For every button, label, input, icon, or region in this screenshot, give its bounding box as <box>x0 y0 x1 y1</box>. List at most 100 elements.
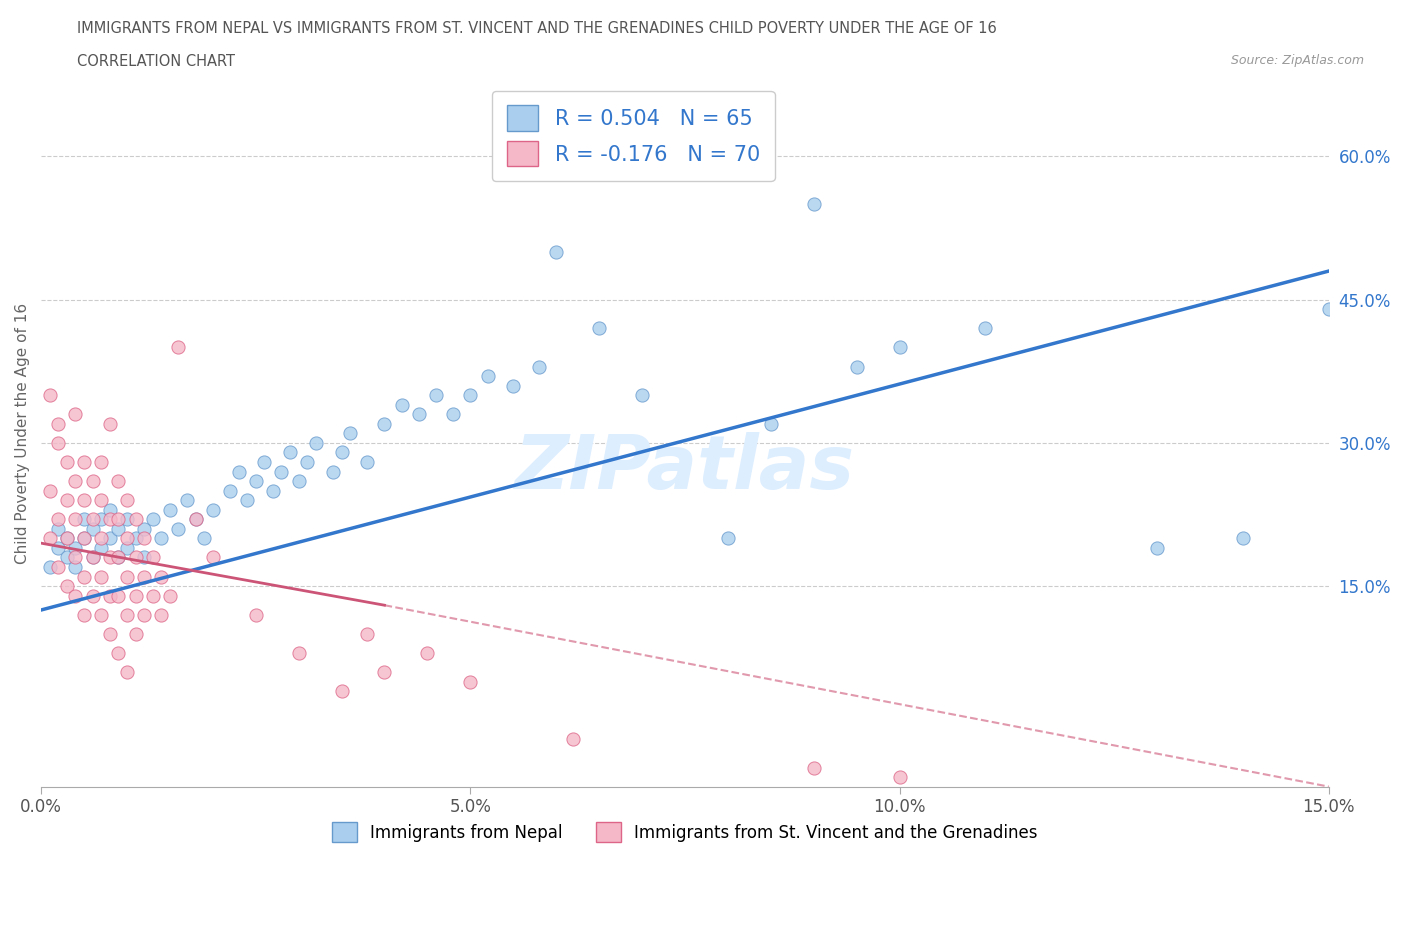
Point <box>159 502 181 517</box>
Point <box>134 550 156 565</box>
Text: IMMIGRANTS FROM NEPAL VS IMMIGRANTS FROM ST. VINCENT AND THE GRENADINES CHILD PO: IMMIGRANTS FROM NEPAL VS IMMIGRANTS FROM… <box>77 21 997 36</box>
Point <box>56 455 79 470</box>
Point <box>287 473 309 488</box>
Point <box>46 512 69 526</box>
Point <box>65 589 87 604</box>
Point <box>115 569 138 584</box>
Point <box>124 627 146 642</box>
Point <box>46 435 69 450</box>
Point <box>90 512 112 526</box>
Point <box>115 607 138 622</box>
Point <box>98 627 121 642</box>
Point <box>98 417 121 432</box>
Point <box>65 540 87 555</box>
Point <box>278 445 301 460</box>
Point <box>270 464 292 479</box>
Point <box>562 732 585 747</box>
Point <box>134 607 156 622</box>
Point <box>134 531 156 546</box>
Point <box>73 607 96 622</box>
Text: CORRELATION CHART: CORRELATION CHART <box>77 54 235 69</box>
Text: ZIPatlas: ZIPatlas <box>515 432 855 505</box>
Point <box>142 589 165 604</box>
Point <box>416 645 439 660</box>
Point <box>803 760 825 775</box>
Point <box>305 435 328 450</box>
Point <box>184 512 207 526</box>
Point <box>115 493 138 508</box>
Y-axis label: Child Poverty Under the Age of 16: Child Poverty Under the Age of 16 <box>15 303 30 564</box>
Point <box>193 531 215 546</box>
Point <box>391 397 413 412</box>
Point <box>124 512 146 526</box>
Point <box>65 560 87 575</box>
Point <box>373 417 395 432</box>
Point <box>167 340 190 355</box>
Point <box>46 540 69 555</box>
Legend: Immigrants from Nepal, Immigrants from St. Vincent and the Grenadines: Immigrants from Nepal, Immigrants from S… <box>325 816 1045 849</box>
Point <box>322 464 344 479</box>
Point <box>73 569 96 584</box>
Point <box>98 512 121 526</box>
Point <box>65 473 87 488</box>
Point <box>73 512 96 526</box>
Point <box>201 550 224 565</box>
Point <box>90 569 112 584</box>
Point <box>889 770 911 785</box>
Point <box>56 531 79 546</box>
Point <box>115 540 138 555</box>
Point <box>330 445 353 460</box>
Point <box>73 531 96 546</box>
Point <box>150 607 173 622</box>
Point <box>73 531 96 546</box>
Point <box>287 645 309 660</box>
Point <box>38 484 60 498</box>
Point <box>150 569 173 584</box>
Point <box>90 531 112 546</box>
Point <box>56 493 79 508</box>
Point <box>184 512 207 526</box>
Point <box>90 455 112 470</box>
Point <box>82 589 104 604</box>
Point <box>245 473 267 488</box>
Point <box>201 502 224 517</box>
Point <box>124 531 146 546</box>
Point <box>115 531 138 546</box>
Point <box>228 464 250 479</box>
Point <box>73 493 96 508</box>
Point <box>134 569 156 584</box>
Point <box>477 368 499 383</box>
Point <box>124 589 146 604</box>
Point <box>460 388 482 403</box>
Point <box>107 589 129 604</box>
Point <box>82 550 104 565</box>
Point <box>56 531 79 546</box>
Point <box>845 359 868 374</box>
Point <box>98 589 121 604</box>
Point <box>527 359 550 374</box>
Point <box>46 417 69 432</box>
Point <box>339 426 361 441</box>
Point <box>373 665 395 680</box>
Point <box>38 388 60 403</box>
Point <box>803 197 825 212</box>
Point <box>38 531 60 546</box>
Point <box>176 493 198 508</box>
Point <box>107 550 129 565</box>
Point <box>82 473 104 488</box>
Point <box>150 531 173 546</box>
Point <box>90 493 112 508</box>
Text: Source: ZipAtlas.com: Source: ZipAtlas.com <box>1230 54 1364 67</box>
Point <box>65 406 87 421</box>
Point <box>98 550 121 565</box>
Point <box>107 473 129 488</box>
Point <box>502 379 524 393</box>
Point <box>142 512 165 526</box>
Point <box>124 550 146 565</box>
Point <box>107 550 129 565</box>
Point <box>46 522 69 537</box>
Point <box>159 589 181 604</box>
Point <box>245 607 267 622</box>
Point <box>219 484 242 498</box>
Point <box>46 560 69 575</box>
